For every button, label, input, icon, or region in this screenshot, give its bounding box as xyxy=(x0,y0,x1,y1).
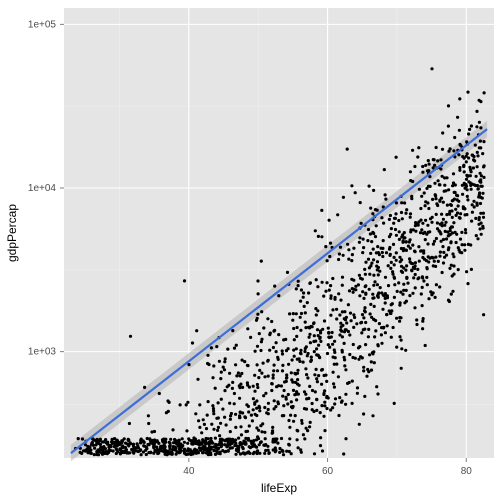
x-tick-label: 80 xyxy=(461,466,473,477)
chart-svg: 40 60 80 1e+03 1e+04 1e+05 lifeExp gdpPercap xyxy=(0,0,504,504)
y-axis-title: gdpPercap xyxy=(5,204,19,262)
gdp-vs-lifeexp-chart: 40 60 80 1e+03 1e+04 1e+05 lifeExp gdpPercap xyxy=(0,0,504,504)
y-tick-label: 1e+03 xyxy=(28,347,57,358)
x-axis-title: lifeExp xyxy=(261,481,297,495)
x-tick-label: 60 xyxy=(322,466,334,477)
y-tick-label: 1e+05 xyxy=(28,19,57,30)
y-tick-label: 1e+04 xyxy=(28,183,57,194)
x-tick-label: 40 xyxy=(183,466,195,477)
